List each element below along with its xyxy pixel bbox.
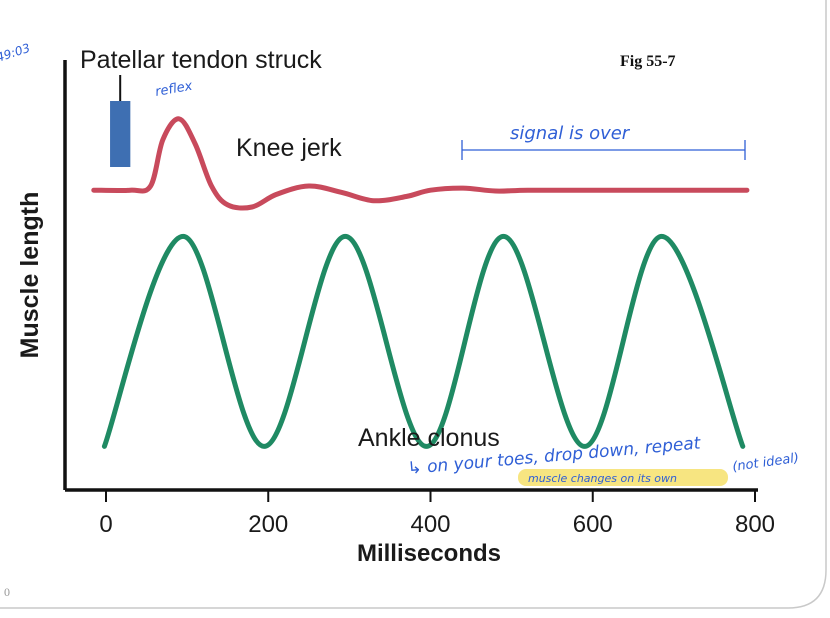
stimulus-bar [110, 101, 131, 167]
figure-label: Fig 55-7 [620, 53, 676, 70]
highlight [518, 469, 728, 486]
x-tick-label: 800 [735, 511, 775, 538]
annotation-knee-jerk: Knee jerk [236, 134, 342, 162]
x-ticks: 0 200 400 600 800 [99, 490, 775, 538]
x-tick-label: 200 [248, 511, 288, 538]
x-tick-label: 0 [99, 511, 112, 538]
annotation-ankle-clonus: Ankle clonus [358, 424, 500, 452]
note-not-ideal: (not ideal) [731, 451, 799, 475]
note-signal-over: signal is over [510, 123, 631, 144]
x-axis-label: Milliseconds [357, 540, 501, 567]
series-layer [91, 116, 750, 449]
x-tick-label: 400 [410, 511, 450, 538]
series-line-knee-jerk [91, 116, 750, 211]
note-muscle-changes: muscle changes on its own [528, 472, 677, 485]
annotation-patellar: Patellar tendon struck [80, 46, 322, 74]
stimulus-layer [110, 75, 131, 167]
series-line-ankle-clonus [101, 233, 746, 449]
x-tick-label: 600 [573, 511, 613, 538]
y-axis-label: Muscle length [16, 192, 44, 359]
corner-time-note: 49:03 [0, 41, 32, 65]
page-number: 0 [4, 585, 10, 599]
note-reflex: reflex [154, 79, 194, 100]
